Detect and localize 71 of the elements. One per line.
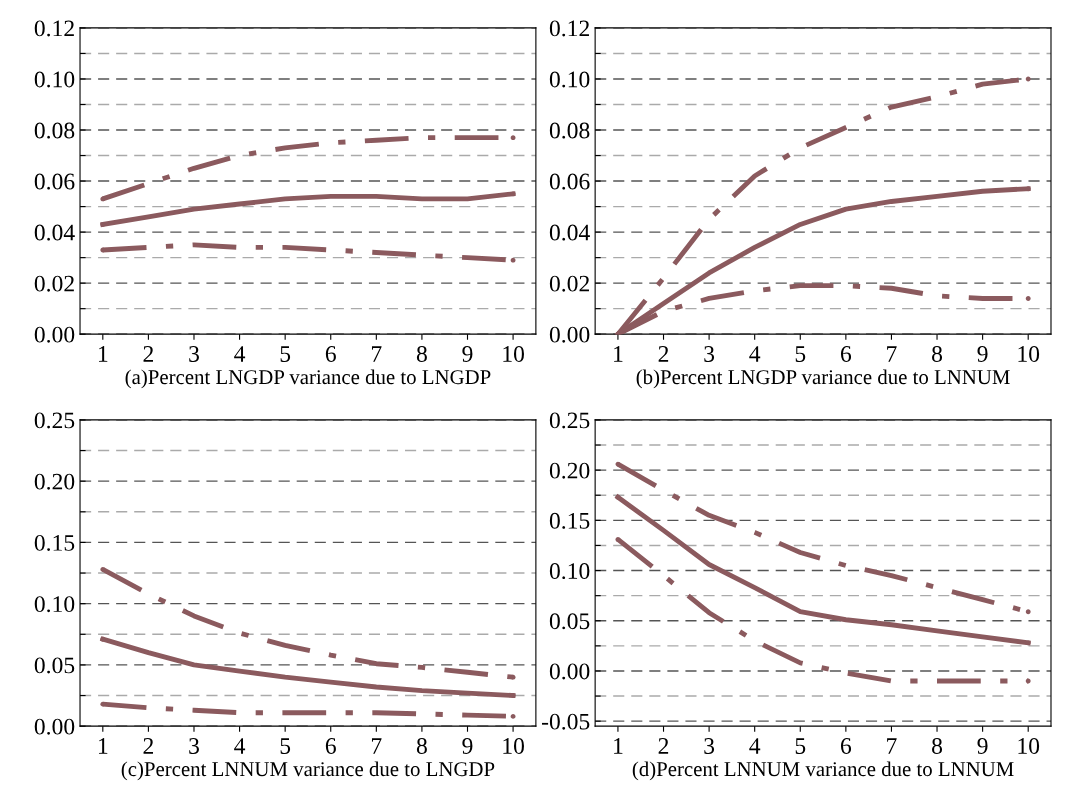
x-tick-label: 3 <box>704 738 715 754</box>
y-tick-label: 0.06 <box>549 173 590 190</box>
x-tick-label: 9 <box>462 346 473 362</box>
y-tick-label: 0.20 <box>34 473 75 490</box>
y-tick-label: 0.02 <box>34 275 74 292</box>
y-tick-label: 0.15 <box>549 512 590 529</box>
y-tick-label: 0.05 <box>549 613 590 630</box>
y-tick-label: 0.08 <box>549 122 590 139</box>
x-tick-label: 6 <box>325 346 336 362</box>
x-tick-label: 6 <box>840 738 852 754</box>
x-tick-label: 5 <box>795 346 806 362</box>
x-tick-label: 4 <box>234 738 246 754</box>
x-tick-label: 1 <box>614 738 623 754</box>
x-tick-label: 4 <box>749 346 761 362</box>
x-axis-title: (d)Percent LNNUM variance due to LNNUM <box>632 761 1014 781</box>
x-tick-label: 4 <box>234 346 246 362</box>
x-tick-label: 5 <box>280 346 291 362</box>
x-tick-label: 6 <box>840 346 852 362</box>
y-tick-label: 0.05 <box>34 657 75 674</box>
x-tick-label: 7 <box>887 346 897 362</box>
x-tick-label: 7 <box>887 738 897 754</box>
y-tick-label: 0.04 <box>34 224 75 241</box>
y-tick-label: 0.12 <box>549 20 589 37</box>
x-tick-label: 1 <box>614 346 623 362</box>
y-tick-label: 0.02 <box>549 275 589 292</box>
y-tick-label: 0.08 <box>34 122 75 139</box>
x-tick-label: 1 <box>98 346 108 362</box>
x-tick-label: 6 <box>325 738 336 754</box>
x-tick-label: 7 <box>371 738 382 754</box>
x-tick-label: 8 <box>932 737 943 754</box>
x-tick-label: 4 <box>749 738 761 754</box>
y-tick-label: 0.25 <box>549 412 590 429</box>
x-axis-title: (b)Percent LNGDP variance due to LNNUM <box>636 369 1010 389</box>
x-tick-label: 5 <box>280 738 291 754</box>
y-tick-label: 0.20 <box>549 462 590 479</box>
y-tick-label: 0.25 <box>34 412 75 429</box>
x-axis-title: (a)Percent LNGDP variance due to LNGDP <box>125 369 491 389</box>
x-tick-label: 8 <box>416 737 427 754</box>
y-tick-label: 0.15 <box>34 534 75 551</box>
x-tick-label: 3 <box>189 738 199 754</box>
x-tick-label: 3 <box>189 346 199 362</box>
x-tick-label: 2 <box>658 738 669 754</box>
y-tick-label: 0.10 <box>549 71 590 88</box>
x-tick-label: 10 <box>503 345 524 362</box>
y-tick-label: 0.00 <box>34 326 75 343</box>
y-tick-label: -0.05 <box>541 713 590 730</box>
x-tick-label: 8 <box>416 345 427 362</box>
y-tick-label: 0.06 <box>34 173 75 190</box>
x-tick-label: 9 <box>977 346 988 362</box>
x-tick-label: 7 <box>371 346 382 362</box>
x-tick-label: 3 <box>704 346 715 362</box>
y-tick-label: 0.00 <box>549 663 590 680</box>
x-tick-label: 1 <box>98 738 108 754</box>
x-tick-label: 10 <box>1018 737 1040 754</box>
x-axis-title: (c)Percent LNNUM variance due to LNGDP <box>121 761 495 781</box>
y-tick-label: 0.00 <box>549 326 590 343</box>
y-tick-label: 0.10 <box>34 71 75 88</box>
x-tick-label: 9 <box>977 738 988 754</box>
y-tick-label: 0.10 <box>34 596 75 613</box>
x-tick-label: 5 <box>795 738 806 754</box>
y-tick-label: 0.04 <box>549 224 590 241</box>
x-tick-label: 10 <box>1018 345 1040 362</box>
y-tick-label: 0.10 <box>549 563 590 580</box>
y-tick-label: 0.12 <box>34 20 74 37</box>
x-tick-label: 2 <box>143 346 153 362</box>
x-tick-label: 2 <box>143 738 153 754</box>
x-tick-label: 8 <box>932 345 943 362</box>
y-tick-label: 0.00 <box>34 718 75 735</box>
x-tick-label: 2 <box>658 346 669 362</box>
x-tick-label: 9 <box>462 738 473 754</box>
x-tick-label: 10 <box>503 737 524 754</box>
